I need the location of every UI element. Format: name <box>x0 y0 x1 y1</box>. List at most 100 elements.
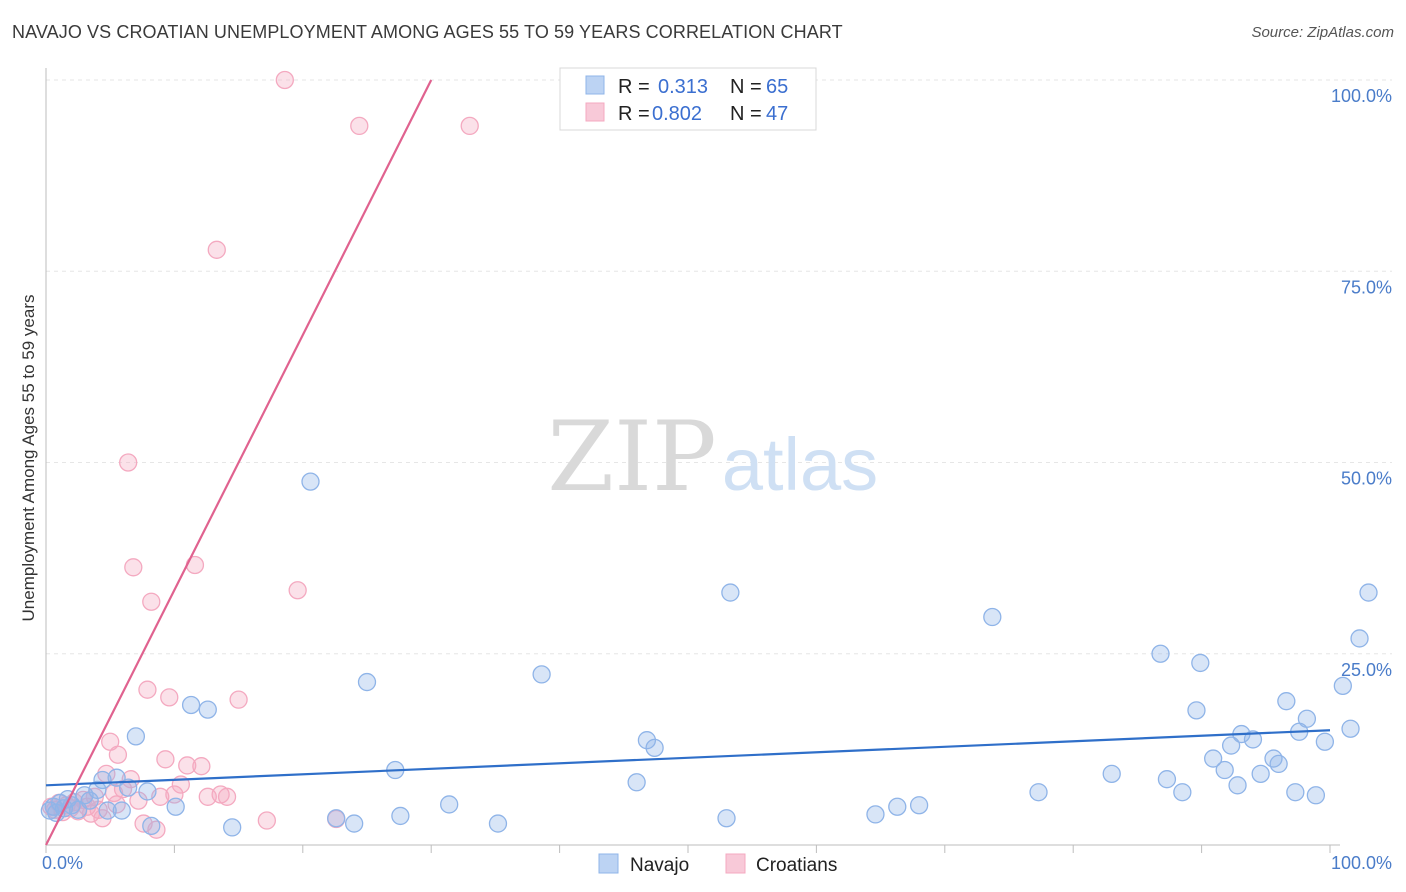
navajo-point <box>1187 701 1206 720</box>
croatians-point <box>156 750 175 769</box>
navajo-point <box>301 472 320 491</box>
navajo-point <box>119 778 138 797</box>
navajo-point <box>142 816 161 836</box>
legend-n-label-croatians: N = <box>730 103 762 125</box>
navajo-point <box>1269 754 1288 774</box>
navajo-point <box>98 801 117 820</box>
navajo-point <box>1215 760 1234 780</box>
navajo-point <box>1333 676 1352 696</box>
navajo-point <box>1228 776 1247 795</box>
navajo-point <box>532 665 551 684</box>
navajo-point <box>1173 783 1192 802</box>
navajo-point <box>637 731 657 750</box>
y-tick-label: 25.0% <box>1341 660 1392 680</box>
navajo-point <box>1286 783 1305 802</box>
trend-lines <box>45 79 1331 846</box>
croatians-point <box>288 581 307 600</box>
navajo-point <box>866 805 885 824</box>
navajo-point <box>223 818 242 837</box>
croatians-point <box>275 70 294 90</box>
navajo-point <box>181 695 201 715</box>
navajo-point <box>198 700 217 719</box>
navajo-point <box>1191 653 1210 673</box>
croatians-point <box>257 811 276 830</box>
navajo-point <box>1151 644 1170 663</box>
navajo-point <box>112 801 131 820</box>
navajo-point <box>1264 749 1283 768</box>
navajo-point <box>488 814 508 833</box>
croatians-point <box>119 453 138 472</box>
legend-n-label-navajo: N = <box>730 76 762 98</box>
navajo-point <box>327 809 346 828</box>
navajo-point <box>1243 730 1263 749</box>
navajo-point <box>93 770 112 790</box>
navajo-point <box>1157 770 1177 789</box>
navajo-point <box>888 797 907 816</box>
legend-r-label-navajo: R = <box>618 76 650 98</box>
navajo-point <box>1297 709 1317 728</box>
bottom-legend: Navajo Croatians <box>598 853 837 876</box>
croatians-point <box>217 787 237 806</box>
navajo-point <box>1277 692 1296 711</box>
chart-title: NAVAJO VS CROATIAN UNEMPLOYMENT AMONG AG… <box>12 22 843 42</box>
navajo-point <box>717 809 736 828</box>
navajo-point <box>126 727 146 746</box>
navajo-point <box>645 738 664 757</box>
navajo-point <box>357 672 377 692</box>
legend-n-value-navajo: 65 <box>766 76 788 98</box>
x-tick-label: 100.0% <box>1331 853 1392 873</box>
source-credit: Source: ZipAtlas.com <box>1251 24 1394 41</box>
legend-n-value-croatians: 47 <box>766 103 788 125</box>
bottom-legend-swatch-croatians <box>725 853 746 874</box>
tick-labels: 25.0% 50.0% 75.0% 100.0% 0.0% 100.0% <box>42 86 1392 873</box>
navajo-points <box>40 472 1378 837</box>
navajo-point <box>1359 583 1378 602</box>
croatians-point <box>108 745 128 764</box>
y-tick-label: 100.0% <box>1331 86 1392 106</box>
navajo-point <box>1315 732 1335 751</box>
navajo-point <box>345 814 364 833</box>
watermark-atlas: atlas <box>722 423 878 506</box>
bottom-legend-label-navajo: Navajo <box>630 855 689 876</box>
croatians-point <box>350 116 369 136</box>
navajo-point <box>1341 719 1360 738</box>
legend-r-value-croatians: 0.802 <box>652 103 702 125</box>
navajo-point <box>1029 783 1048 802</box>
croatians-point <box>124 558 143 577</box>
navajo-point <box>721 583 740 602</box>
navajo-point <box>138 782 157 801</box>
croatians-point <box>192 757 211 776</box>
y-axis-label: Unemployment Among Ages 55 to 59 years <box>19 295 38 622</box>
legend-swatch-navajo <box>585 75 605 95</box>
bottom-legend-label-croatians: Croatians <box>756 855 837 876</box>
bottom-legend-swatch-navajo <box>598 853 619 874</box>
legend-swatch-croatians <box>585 102 605 122</box>
legend: R = 0.313 N = 65 R = 0.802 N = 47 <box>559 67 817 131</box>
x-tick-label: 0.0% <box>42 853 83 873</box>
croatians-point <box>138 680 157 699</box>
navajo-point <box>88 780 107 800</box>
navajo-point <box>1221 736 1241 755</box>
y-tick-label: 50.0% <box>1341 469 1392 489</box>
croatians-point <box>460 116 479 136</box>
navajo-point <box>1204 749 1223 768</box>
navajo-point <box>983 607 1002 627</box>
croatians-point <box>178 756 197 775</box>
navajo-point <box>1102 764 1121 784</box>
navajo-point <box>1306 786 1326 805</box>
legend-r-value-navajo: 0.313 <box>658 76 708 98</box>
croatians-point <box>207 240 226 259</box>
croatians-point <box>142 592 161 611</box>
grid-lines <box>46 79 1392 655</box>
watermark-zip: ZIP <box>547 401 716 513</box>
navajo-point <box>627 773 646 792</box>
watermark: ZIP atlas <box>547 401 878 513</box>
navajo-point <box>1350 629 1369 648</box>
navajo-trend-line <box>45 729 1331 787</box>
navajo-point <box>166 797 185 816</box>
navajo-point <box>391 806 410 826</box>
croatians-trend-line <box>45 79 433 846</box>
axes <box>45 68 1340 853</box>
croatians-point <box>160 688 179 707</box>
